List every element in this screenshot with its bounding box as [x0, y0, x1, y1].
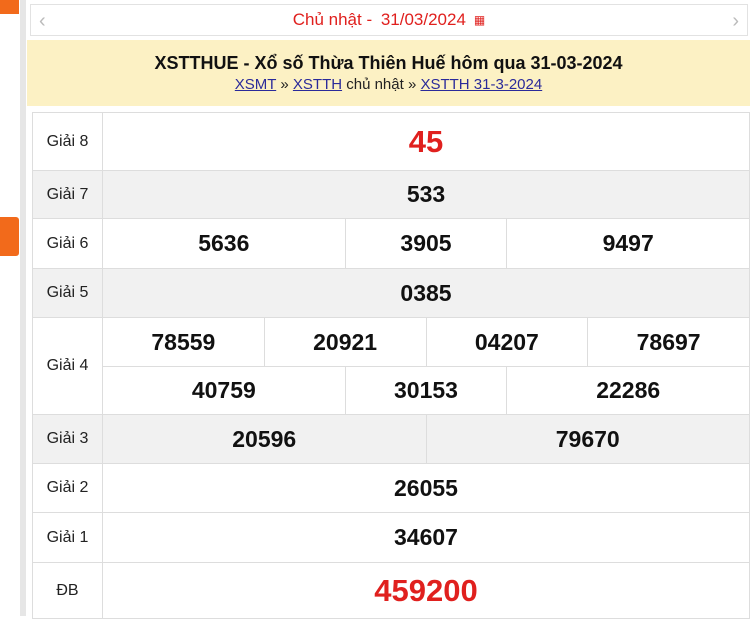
- row-g5: Giải 5 0385: [32, 268, 750, 318]
- chevron-right-icon[interactable]: ›: [732, 10, 739, 32]
- prize-label: Giải 6: [32, 218, 103, 269]
- date-value[interactable]: 31/03/2024: [380, 10, 466, 29]
- prize-label: ĐB: [32, 562, 103, 619]
- prize-number: 22286: [506, 366, 750, 415]
- divider: [20, 0, 26, 616]
- sidebar-tab[interactable]: [0, 0, 19, 14]
- result-header: XSTTHUE - Xổ số Thừa Thiên Huế hôm qua 3…: [27, 40, 750, 106]
- prize-number: 20596: [102, 414, 427, 464]
- calendar-icon[interactable]: ▦: [473, 13, 486, 27]
- prize-number: 78559: [102, 317, 265, 367]
- row-g2: Giải 2 26055: [32, 463, 750, 513]
- prize-number: 26055: [102, 463, 750, 513]
- prize-label: Giải 2: [32, 463, 103, 513]
- row-g4: Giải 4 78559 20921 04207 78697: [32, 317, 750, 415]
- breadcrumb-xstth[interactable]: XSTTH: [292, 76, 343, 93]
- prize-label: Giải 5: [32, 268, 103, 318]
- prize-number: 40759: [102, 366, 346, 415]
- breadcrumb-xsmt[interactable]: XSMT: [234, 76, 277, 93]
- prize-number: 79670: [425, 414, 750, 464]
- sidebar-active-tab[interactable]: [0, 217, 19, 256]
- breadcrumb-sep: »: [276, 76, 293, 93]
- row-db: ĐB 459200: [32, 562, 750, 619]
- chevron-left-icon[interactable]: ‹: [39, 10, 46, 32]
- left-sidebar: [0, 0, 20, 616]
- prize-number: 533: [102, 170, 750, 219]
- page-title: XSTTHUE - Xổ số Thừa Thiên Huế hôm qua 3…: [154, 53, 623, 73]
- breadcrumb-sep: »: [403, 76, 421, 93]
- prize-number: 04207: [425, 317, 589, 367]
- results-table: Giải 8 45 Giải 7 533 Giải 6 5636 3905 9497 Gi…: [32, 112, 750, 619]
- row-g6: Giải 6 5636 3905 9497: [32, 218, 750, 269]
- prize-number: 30153: [344, 366, 508, 415]
- prize-number: 45: [102, 112, 750, 171]
- row-g3: Giải 3 20596 79670: [32, 414, 750, 464]
- row-g8: Giải 8 45: [32, 112, 750, 171]
- row-g4b: 40759 30153 22286: [33, 366, 750, 415]
- row-g7: Giải 7 533: [32, 170, 750, 219]
- prize-number: 3905: [344, 218, 508, 269]
- breadcrumb-date[interactable]: XSTTH 31-3-2024: [420, 76, 543, 93]
- special-prize-number: 459200: [102, 562, 750, 619]
- prize-number: 20921: [263, 317, 427, 367]
- prize-label: Giải 3: [32, 414, 103, 464]
- row-g1: Giải 1 34607: [32, 512, 750, 563]
- prize-number: 5636: [102, 218, 346, 269]
- prize-label: Giải 8: [32, 112, 103, 171]
- date-navigator: ‹ Chủ nhật - 31/03/2024 ▦ ›: [30, 4, 748, 36]
- prize-label: Giải 7: [32, 170, 103, 219]
- prize-label: Giải 1: [32, 512, 103, 563]
- prize-number: 78697: [587, 317, 750, 367]
- prize-label: Giải 4: [32, 317, 103, 415]
- breadcrumb: XSMT » XSTTH chủ nhật » XSTTH 31-3-2024: [27, 76, 750, 93]
- prize-number: 9497: [506, 218, 750, 269]
- day-label: Chủ nhật -: [292, 10, 377, 29]
- breadcrumb-text: chủ nhật: [342, 76, 404, 93]
- prize-number: 34607: [102, 512, 750, 563]
- prize-number: 0385: [102, 268, 750, 318]
